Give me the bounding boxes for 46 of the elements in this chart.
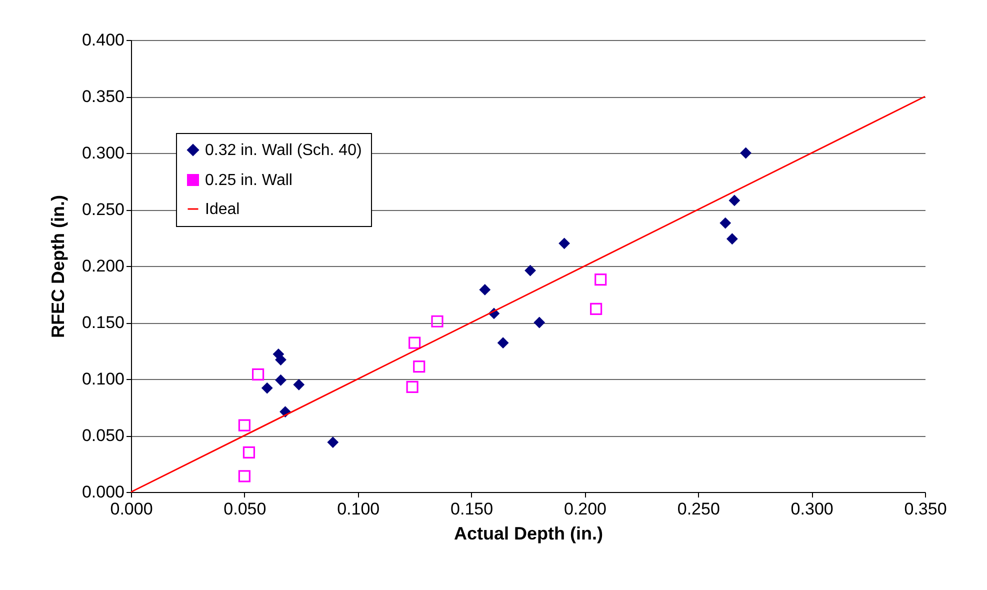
point xyxy=(413,360,426,373)
y-tick-label: 0.350 xyxy=(82,87,124,106)
point xyxy=(740,147,752,159)
y-tick-label: 0.000 xyxy=(82,482,124,502)
x-tick-label: 0.250 xyxy=(677,500,720,518)
point xyxy=(261,382,273,394)
x-axis-title: Actual Depth (in.) xyxy=(454,524,603,544)
x-tick-label: 0.100 xyxy=(337,500,380,518)
x-tick-label: 0.350 xyxy=(904,500,947,518)
point xyxy=(406,380,418,393)
point xyxy=(275,354,286,366)
legend-label: Ideal xyxy=(205,201,240,218)
point xyxy=(293,378,305,390)
point xyxy=(720,217,732,229)
x-tick-label: 0.000 xyxy=(110,500,153,518)
point xyxy=(327,436,339,448)
x-tick-label: 0.150 xyxy=(450,500,494,518)
y-tick-label: 0.300 xyxy=(82,144,124,162)
x-tick-label: 0.200 xyxy=(564,500,606,518)
y-axis-title: RFEC Depth (in.) xyxy=(48,195,68,338)
point xyxy=(558,238,570,250)
point xyxy=(594,274,607,286)
y-tick-label: 0.150 xyxy=(82,313,124,332)
legend-label: 0.32 in. Wall (Sch. 40) xyxy=(205,142,362,159)
point xyxy=(726,233,738,245)
x-tick-label: 0.300 xyxy=(790,500,834,518)
point xyxy=(238,419,250,432)
point xyxy=(590,302,602,315)
point xyxy=(534,316,546,328)
point xyxy=(524,264,536,276)
point xyxy=(242,446,256,458)
point xyxy=(275,374,286,386)
point xyxy=(238,470,250,482)
y-tick-label: 0.100 xyxy=(82,370,124,388)
point xyxy=(408,336,421,349)
x-tick-label: 0.050 xyxy=(224,500,266,518)
point xyxy=(431,315,444,328)
y-tick-label: 0.250 xyxy=(82,200,124,219)
y-tick-label: 0.200 xyxy=(82,256,124,276)
legend-label: 0.25 in. Wall xyxy=(205,172,292,189)
point xyxy=(728,194,740,206)
point xyxy=(252,368,264,381)
y-tick-label: 0.400 xyxy=(82,30,124,50)
y-tick-label: 0.050 xyxy=(82,426,124,445)
point xyxy=(479,284,491,296)
point xyxy=(497,337,509,349)
